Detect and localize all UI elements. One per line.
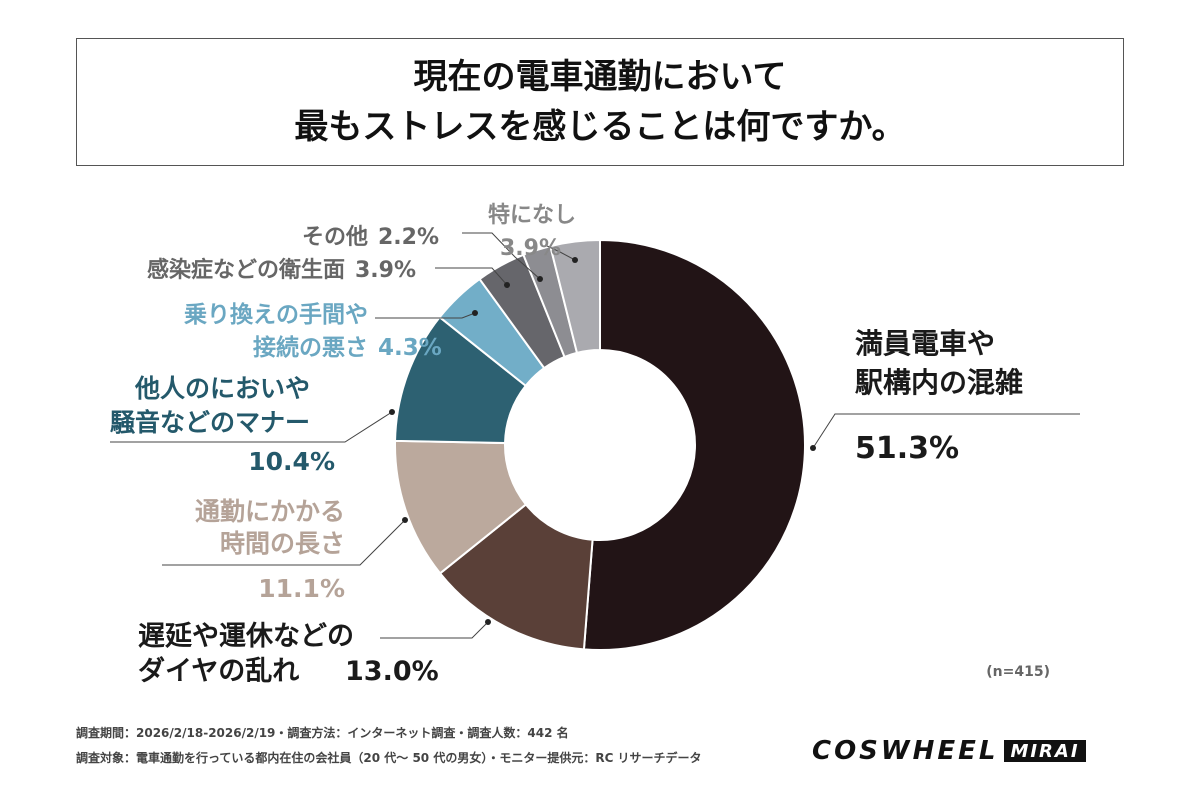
leader-dot-4 [389, 409, 395, 415]
leader-dot-7 [537, 276, 543, 282]
leader-line-4 [110, 411, 393, 443]
leader-dot-8 [572, 257, 578, 263]
slice-value-6: 3.9% [355, 258, 416, 283]
slice-label-8-line-1: 特になし [488, 202, 576, 228]
slice-value-5: 4.3% [378, 335, 442, 361]
slice-label-4-line-1: 他人のにおいや [134, 374, 310, 403]
slice-label-3-line-1: 通勤にかかる [195, 497, 345, 526]
leader-line-3 [162, 519, 406, 566]
title-box: 現在の電車通勤において 最もストレスを感じることは何ですか。 [76, 38, 1124, 166]
sample-size-label: (n=415) [986, 664, 1050, 680]
leader-dot-1 [810, 445, 816, 451]
leader-dot-6 [504, 282, 510, 288]
leader-line-2 [380, 621, 489, 639]
survey-target-note: 調査対象：電車通勤を行っている都内在住の会社員（20 代～ 50 代の男女）・モ… [76, 751, 702, 765]
slice-label-1-line-1: 満員電車や [855, 327, 995, 360]
logo-main-text: COSWHEEL [812, 736, 999, 766]
leader-dot-2 [485, 619, 491, 625]
slice-label-3-line-2: 時間の長さ [220, 529, 345, 558]
donut-slice-8 [549, 238, 601, 355]
slice-value-2: 13.0% [345, 656, 439, 687]
slice-label-5-line-2: 接続の悪さ [253, 334, 368, 361]
company-logo: COSWHEEL MIRAI [812, 736, 1086, 766]
leader-line-7 [462, 232, 541, 280]
slice-label-4-line-2: 騒音などのマナー [110, 408, 310, 437]
leader-dot-3 [402, 517, 408, 523]
slice-label-1-line-2: 駅構内の混雑 [855, 366, 1023, 399]
slice-label-6-line-1: 感染症などの衛生面 [147, 257, 345, 283]
slice-value-8: 3.9% [500, 236, 561, 261]
slice-label-2-line-1: 遅延や運休などの [138, 621, 354, 652]
slice-label-2-line-2: ダイヤの乱れ [138, 655, 299, 687]
leader-line-6 [435, 267, 508, 286]
survey-period-note: 調査期間：2026/2/18-2026/2/19・調査方法：インターネット調査・… [76, 726, 569, 740]
leader-line-1 [812, 413, 1080, 449]
donut-slice-1 [582, 238, 806, 651]
donut-slice-2 [438, 503, 594, 651]
leader-line-8 [544, 244, 576, 261]
title-line-2: 最もストレスを感じることは何ですか。 [294, 107, 906, 147]
slice-value-4: 10.4% [248, 447, 335, 476]
title-line-1: 現在の電車通勤において [413, 57, 787, 97]
leader-line-5 [375, 312, 476, 319]
leader-dot-5 [472, 310, 478, 316]
slice-label-5-line-1: 乗り換えの手間や [184, 302, 368, 328]
slice-value-1: 51.3% [855, 431, 959, 466]
slice-label-7-line-1: その他 [302, 225, 368, 250]
slice-value-7: 2.2% [378, 225, 439, 250]
logo-sub-text: MIRAI [1004, 740, 1086, 762]
slice-value-3: 11.1% [258, 574, 345, 603]
